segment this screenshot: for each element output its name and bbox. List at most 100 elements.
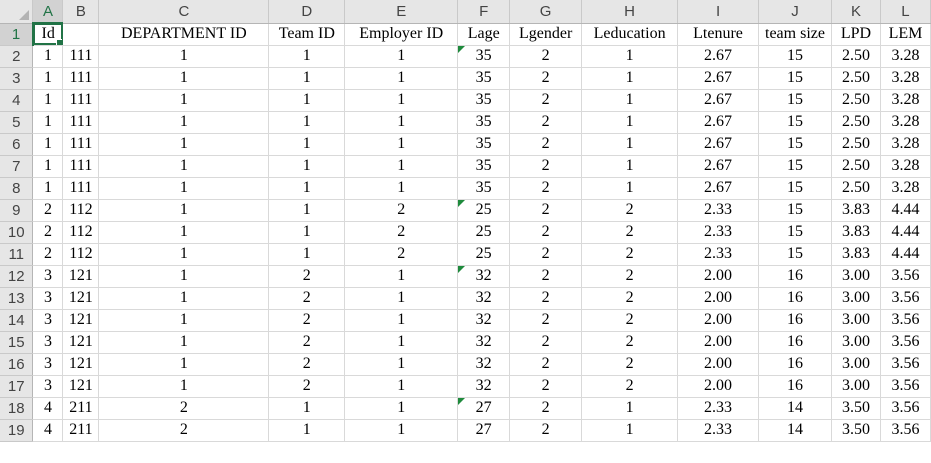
cell-k3[interactable]: 2.50 bbox=[831, 67, 881, 90]
cell-g6[interactable]: 2 bbox=[509, 133, 583, 156]
cell-c7[interactable]: 1 bbox=[98, 155, 270, 178]
cell-j7[interactable]: 15 bbox=[758, 155, 832, 178]
row-header[interactable]: 15 bbox=[0, 331, 34, 354]
cell-k13[interactable]: 3.00 bbox=[831, 287, 881, 310]
cell-c17[interactable]: 1 bbox=[98, 375, 270, 398]
cell-b3[interactable]: 111 bbox=[62, 67, 100, 90]
cell-e12[interactable]: 1 bbox=[344, 265, 459, 288]
cell-k17[interactable]: 3.00 bbox=[831, 375, 881, 398]
cell-l3[interactable]: 3.28 bbox=[880, 67, 931, 90]
cell-j16[interactable]: 16 bbox=[758, 353, 832, 376]
cell-f5[interactable]: 35 bbox=[457, 111, 511, 134]
cell-f19[interactable]: 27 bbox=[457, 419, 511, 442]
cell-l2[interactable]: 3.28 bbox=[880, 45, 931, 68]
column-header-g[interactable]: G bbox=[509, 0, 583, 24]
cell-j11[interactable]: 15 bbox=[758, 243, 832, 266]
cell-b14[interactable]: 121 bbox=[62, 309, 100, 332]
cell-g5[interactable]: 2 bbox=[509, 111, 583, 134]
cell-h10[interactable]: 2 bbox=[581, 221, 679, 244]
cell-c8[interactable]: 1 bbox=[98, 177, 270, 200]
cell-l1[interactable]: LEM bbox=[880, 23, 931, 46]
cell-i2[interactable]: 2.67 bbox=[677, 45, 759, 68]
cell-i15[interactable]: 2.00 bbox=[677, 331, 759, 354]
cell-b19[interactable]: 211 bbox=[62, 419, 100, 442]
column-header-f[interactable]: F bbox=[457, 0, 511, 24]
row-header[interactable]: 7 bbox=[0, 155, 34, 178]
cell-i17[interactable]: 2.00 bbox=[677, 375, 759, 398]
cell-e17[interactable]: 1 bbox=[344, 375, 459, 398]
cell-f3[interactable]: 35 bbox=[457, 67, 511, 90]
cell-f15[interactable]: 32 bbox=[457, 331, 511, 354]
cell-c14[interactable]: 1 bbox=[98, 309, 270, 332]
cell-a6[interactable]: 1 bbox=[32, 133, 64, 156]
cell-c15[interactable]: 1 bbox=[98, 331, 270, 354]
cell-b2[interactable]: 111 bbox=[62, 45, 100, 68]
cell-b4[interactable]: 111 bbox=[62, 89, 100, 112]
row-header[interactable]: 9 bbox=[0, 199, 34, 222]
cell-d11[interactable]: 1 bbox=[268, 243, 346, 266]
cell-h8[interactable]: 1 bbox=[581, 177, 679, 200]
cell-l4[interactable]: 3.28 bbox=[880, 89, 931, 112]
cell-h9[interactable]: 2 bbox=[581, 199, 679, 222]
row-header[interactable]: 17 bbox=[0, 375, 34, 398]
cell-l9[interactable]: 4.44 bbox=[880, 199, 931, 222]
cell-g12[interactable]: 2 bbox=[509, 265, 583, 288]
cell-i3[interactable]: 2.67 bbox=[677, 67, 759, 90]
cell-f2[interactable]: 35 bbox=[457, 45, 511, 68]
cell-c18[interactable]: 2 bbox=[98, 397, 270, 420]
cell-e5[interactable]: 1 bbox=[344, 111, 459, 134]
cell-e1[interactable]: Employer ID bbox=[344, 23, 459, 46]
cell-a3[interactable]: 1 bbox=[32, 67, 64, 90]
cell-e16[interactable]: 1 bbox=[344, 353, 459, 376]
cell-f18[interactable]: 27 bbox=[457, 397, 511, 420]
cell-g10[interactable]: 2 bbox=[509, 221, 583, 244]
cell-e9[interactable]: 2 bbox=[344, 199, 459, 222]
cell-l18[interactable]: 3.56 bbox=[880, 397, 931, 420]
cell-l6[interactable]: 3.28 bbox=[880, 133, 931, 156]
cell-f17[interactable]: 32 bbox=[457, 375, 511, 398]
cell-l17[interactable]: 3.56 bbox=[880, 375, 931, 398]
cell-k18[interactable]: 3.50 bbox=[831, 397, 881, 420]
cell-f10[interactable]: 25 bbox=[457, 221, 511, 244]
cell-b16[interactable]: 121 bbox=[62, 353, 100, 376]
cell-g15[interactable]: 2 bbox=[509, 331, 583, 354]
cell-g9[interactable]: 2 bbox=[509, 199, 583, 222]
cell-d15[interactable]: 2 bbox=[268, 331, 346, 354]
row-header[interactable]: 18 bbox=[0, 397, 34, 420]
cell-e18[interactable]: 1 bbox=[344, 397, 459, 420]
cell-b5[interactable]: 111 bbox=[62, 111, 100, 134]
cell-h3[interactable]: 1 bbox=[581, 67, 679, 90]
cell-g14[interactable]: 2 bbox=[509, 309, 583, 332]
cell-a11[interactable]: 2 bbox=[32, 243, 64, 266]
cell-d19[interactable]: 1 bbox=[268, 419, 346, 442]
cell-g16[interactable]: 2 bbox=[509, 353, 583, 376]
cell-a19[interactable]: 4 bbox=[32, 419, 64, 442]
cell-b15[interactable]: 121 bbox=[62, 331, 100, 354]
cell-i1[interactable]: Ltenure bbox=[677, 23, 759, 46]
cell-a17[interactable]: 3 bbox=[32, 375, 64, 398]
cell-l16[interactable]: 3.56 bbox=[880, 353, 931, 376]
cell-e2[interactable]: 1 bbox=[344, 45, 459, 68]
cell-k14[interactable]: 3.00 bbox=[831, 309, 881, 332]
cell-a12[interactable]: 3 bbox=[32, 265, 64, 288]
cell-i13[interactable]: 2.00 bbox=[677, 287, 759, 310]
cell-i18[interactable]: 2.33 bbox=[677, 397, 759, 420]
cell-j12[interactable]: 16 bbox=[758, 265, 832, 288]
cell-j10[interactable]: 15 bbox=[758, 221, 832, 244]
column-header-d[interactable]: D bbox=[268, 0, 346, 24]
cell-b11[interactable]: 112 bbox=[62, 243, 100, 266]
cell-e14[interactable]: 1 bbox=[344, 309, 459, 332]
cell-e6[interactable]: 1 bbox=[344, 133, 459, 156]
cell-g11[interactable]: 2 bbox=[509, 243, 583, 266]
cell-a2[interactable]: 1 bbox=[32, 45, 64, 68]
cell-f14[interactable]: 32 bbox=[457, 309, 511, 332]
cell-c5[interactable]: 1 bbox=[98, 111, 270, 134]
cell-c12[interactable]: 1 bbox=[98, 265, 270, 288]
cell-e8[interactable]: 1 bbox=[344, 177, 459, 200]
cell-h15[interactable]: 2 bbox=[581, 331, 679, 354]
cell-j5[interactable]: 15 bbox=[758, 111, 832, 134]
cell-c2[interactable]: 1 bbox=[98, 45, 270, 68]
cell-l7[interactable]: 3.28 bbox=[880, 155, 931, 178]
cell-g19[interactable]: 2 bbox=[509, 419, 583, 442]
cell-f13[interactable]: 32 bbox=[457, 287, 511, 310]
